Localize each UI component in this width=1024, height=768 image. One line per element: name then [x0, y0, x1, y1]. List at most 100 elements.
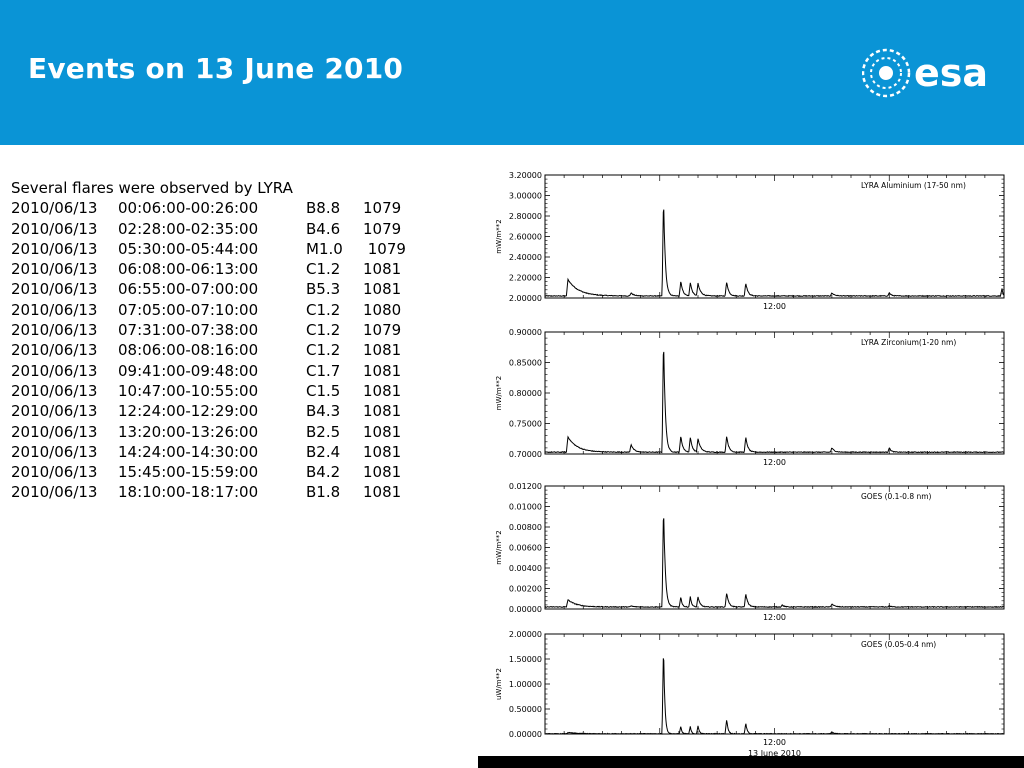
event-num: 1079: [363, 239, 406, 258]
charts-svg: 2.00000 2.20000 2.40000 2.60000 2.80000 3.000…: [495, 171, 1005, 758]
event-cls: B8.8: [306, 199, 341, 218]
page-title: Events on 13 June 2010: [28, 52, 404, 85]
event-time: 05:30:00-05:44:00: [118, 239, 259, 258]
event-cls: C1.2: [306, 341, 341, 360]
event-date: 2010/06/13: [11, 442, 98, 461]
plot-frame: [544, 633, 1005, 735]
series-line: [544, 518, 1004, 609]
event-date: 2010/06/13: [11, 239, 98, 258]
y-tick-label: 0.90000: [509, 328, 542, 337]
event-cls: B2.5: [306, 422, 341, 441]
event-date: 2010/06/13: [11, 219, 98, 238]
event-date: 2010/06/13: [11, 341, 98, 360]
event-num: 1081: [363, 483, 402, 502]
event-cls: B4.6: [306, 219, 341, 238]
event-time: 14:24:00-14:30:00: [118, 442, 259, 461]
y-tick-label: 0.00800: [509, 523, 542, 532]
y-tick-label: 0.01000: [509, 503, 542, 512]
y-tick-label: 0.80000: [509, 389, 542, 398]
event-date: 2010/06/13: [11, 199, 98, 218]
event-time: 08:06:00-08:16:00: [118, 341, 259, 360]
x-axis-label: 13 June 2010: [748, 749, 801, 758]
event-date: 2010/06/13: [11, 260, 98, 279]
event-date: 2010/06/13: [11, 483, 98, 502]
event-date: 2010/06/13: [11, 422, 98, 441]
event-num: 1080: [363, 300, 402, 319]
event-num: 1081: [363, 422, 402, 441]
event-date: 2010/06/13: [11, 300, 98, 319]
x-tick-label: 12:00: [763, 613, 786, 622]
event-cls: C1.2: [306, 300, 341, 319]
event-num: 1079: [363, 321, 402, 340]
legend-label: LYRA Aluminium (17-50 nm): [861, 181, 966, 190]
event-row: 2010/06/13 07:31:00-07:38:00 C1.2 1079: [11, 320, 406, 340]
event-row: 2010/06/13 14:24:00-14:30:00 B2.4 1081: [11, 442, 406, 462]
y-tick-label: 1.00000: [509, 680, 542, 689]
series-line: [544, 658, 1005, 735]
event-date: 2010/06/13: [11, 381, 98, 400]
plot-frame: [544, 331, 1005, 455]
event-time: 00:06:00-00:26:00: [118, 199, 259, 218]
event-time: 07:05:00-07:10:00: [118, 300, 259, 319]
event-time: 15:45:00-15:59:00: [118, 463, 259, 482]
event-num: 1081: [363, 280, 402, 299]
event-cls: B2.4: [306, 442, 341, 461]
y-tick-label: 0.00400: [509, 564, 542, 573]
y-tick-label: 2.00000: [509, 294, 542, 303]
event-num: 1081: [363, 402, 402, 421]
plot-frame: [544, 485, 1005, 610]
y-axis-label: uW/m**2: [495, 668, 503, 700]
y-tick-label: 2.20000: [509, 274, 542, 283]
esa-logo-text: esa: [914, 51, 988, 95]
event-row: 2010/06/13 15:45:00-15:59:00 B4.2 1081: [11, 462, 406, 482]
y-tick-label: 0.01200: [509, 482, 542, 491]
event-num: 1079: [363, 219, 402, 238]
series-line: [544, 351, 1005, 454]
event-row: 2010/06/13 18:10:00-18:17:00 B1.8 1081: [11, 482, 406, 502]
event-cls: B4.3: [306, 402, 341, 421]
event-row: 2010/06/13 12:24:00-12:29:00 B4.3 1081: [11, 401, 406, 421]
y-tick-label: 0.50000: [509, 705, 542, 714]
event-row: 2010/06/13 05:30:00-05:44:00 M1.0 1079: [11, 239, 406, 259]
event-num: 1081: [363, 381, 402, 400]
event-time: 12:24:00-12:29:00: [118, 402, 259, 421]
esa-logo: esa: [862, 48, 988, 98]
y-tick-label: 3.00000: [509, 192, 542, 201]
events-intro: Several flares were observed by LYRA: [11, 179, 293, 197]
event-num: 1081: [363, 463, 402, 482]
event-date: 2010/06/13: [11, 463, 98, 482]
event-cls: C1.2: [306, 260, 341, 279]
event-row: 2010/06/13 07:05:00-07:10:00 C1.2 1080: [11, 300, 406, 320]
series-line: [544, 209, 1005, 298]
y-tick-label: 0.00000: [509, 730, 542, 739]
y-tick-label: 0.70000: [509, 450, 542, 459]
charts-panel: 2.00000 2.20000 2.40000 2.60000 2.80000 3.000…: [478, 165, 1024, 768]
event-cls: C1.2: [306, 321, 341, 340]
event-date: 2010/06/13: [11, 402, 98, 421]
y-tick-label: 0.00200: [509, 585, 542, 594]
event-row: 2010/06/13 09:41:00-09:48:00 C1.7 1081: [11, 361, 406, 381]
y-tick-label: 0.75000: [509, 420, 542, 429]
legend-label: GOES (0.1-0.8 nm): [861, 492, 932, 501]
y-tick-label: 0.00000: [509, 605, 542, 614]
y-tick-label: 0.00600: [509, 544, 542, 553]
event-num: 1079: [363, 199, 402, 218]
event-cls: C1.5: [306, 381, 341, 400]
event-date: 2010/06/13: [11, 321, 98, 340]
event-cls: M1.0: [306, 239, 343, 258]
event-cls: B4.2: [306, 463, 341, 482]
event-num: 1081: [363, 361, 402, 380]
x-tick-label: 12:00: [763, 302, 786, 311]
y-tick-label: 0.85000: [509, 359, 542, 368]
event-time: 09:41:00-09:48:00: [118, 361, 259, 380]
y-axis-label: mW/m**2: [495, 376, 503, 410]
plot-frame: [544, 174, 1005, 299]
event-time: 02:28:00-02:35:00: [118, 219, 259, 238]
event-row: 2010/06/13 08:06:00-08:16:00 C1.2 1081: [11, 340, 406, 360]
event-num: 1081: [363, 442, 402, 461]
event-date: 2010/06/13: [11, 361, 98, 380]
y-tick-label: 2.60000: [509, 233, 542, 242]
x-tick-label: 12:00: [763, 458, 786, 467]
y-tick-label: 2.80000: [509, 212, 542, 221]
event-cls: C1.7: [306, 361, 341, 380]
